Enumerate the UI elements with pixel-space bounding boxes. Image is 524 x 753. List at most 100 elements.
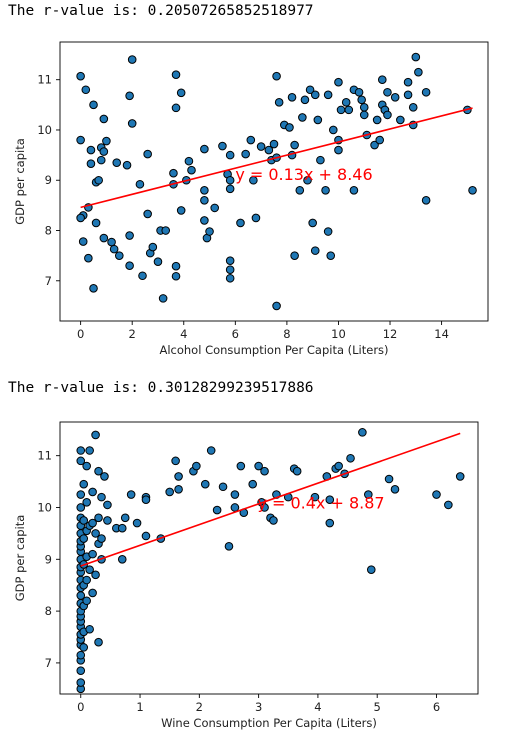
data-point (224, 542, 234, 551)
data-point (88, 549, 97, 559)
x-tick-label: 6 (232, 327, 239, 341)
data-point (86, 145, 96, 155)
data-point (161, 226, 171, 235)
data-point (357, 95, 366, 105)
data-point (82, 575, 91, 585)
data-point (76, 503, 86, 512)
data-point (174, 472, 183, 481)
data-point (264, 145, 274, 155)
data-point (99, 233, 109, 243)
data-point (153, 257, 163, 266)
data-point (468, 185, 477, 195)
data-point (76, 71, 85, 81)
x-tick-label: 1 (136, 700, 143, 714)
data-point (76, 135, 85, 145)
data-point (82, 498, 91, 507)
data-point (384, 474, 394, 484)
data-point (187, 165, 196, 175)
data-point (169, 168, 178, 178)
x-tick-label: 14 (434, 327, 449, 341)
data-point (305, 85, 315, 95)
data-point (210, 203, 219, 213)
data-point (403, 90, 413, 100)
x-axis-label: Wine Consumption Per Capita (Liters) (161, 716, 377, 730)
data-point (192, 461, 201, 471)
data-point (88, 518, 97, 528)
data-point (260, 503, 269, 512)
y-tick-label: 8 (45, 604, 52, 618)
data-point (272, 301, 281, 311)
data-point (310, 492, 320, 502)
data-point (383, 110, 392, 120)
data-point (103, 516, 112, 525)
data-point (372, 115, 382, 125)
data-point (346, 453, 355, 463)
plot-frame (59, 41, 489, 322)
data-point (370, 140, 379, 150)
x-tick-label: 8 (283, 327, 290, 341)
x-tick-label: 5 (374, 700, 381, 714)
data-point (287, 92, 297, 102)
data-point (127, 119, 137, 128)
data-point (455, 472, 465, 481)
data-point (225, 273, 235, 283)
data-point (358, 428, 367, 437)
data-point (334, 145, 343, 155)
data-point (274, 98, 284, 107)
data-point (377, 75, 387, 85)
data-point (421, 196, 431, 205)
data-point (120, 513, 130, 523)
data-point (126, 490, 136, 499)
x-tick-label: 6 (433, 700, 440, 714)
data-point (225, 184, 235, 194)
data-point (138, 271, 147, 281)
data-point (295, 185, 305, 195)
data-point (91, 529, 100, 538)
data-point (414, 67, 423, 77)
data-point (326, 251, 336, 260)
data-point (254, 461, 263, 471)
data-point (383, 87, 392, 97)
data-point (285, 123, 294, 132)
data-point (76, 490, 86, 499)
data-point (206, 446, 216, 455)
data-point (251, 213, 261, 223)
data-point (403, 77, 413, 87)
data-point (408, 103, 418, 112)
data-point (292, 466, 302, 476)
data-point (349, 185, 359, 195)
data-point (184, 156, 194, 166)
data-point (325, 495, 335, 505)
data-point (79, 516, 89, 525)
x-tick-label: 3 (255, 700, 262, 714)
data-point (323, 227, 333, 236)
data-point (103, 500, 112, 510)
data-point (269, 139, 279, 149)
data-point (81, 85, 91, 95)
data-point (366, 565, 376, 574)
data-point (241, 149, 250, 159)
data-point (171, 456, 180, 466)
data-point (334, 77, 343, 87)
data-point (117, 523, 127, 533)
data-point (96, 155, 106, 165)
data-point (158, 294, 168, 303)
data-point (132, 518, 142, 528)
x-tick-label: 12 (383, 327, 398, 341)
data-point (308, 218, 317, 228)
data-point (290, 251, 299, 260)
data-point (97, 534, 106, 543)
data-point (91, 218, 101, 228)
data-point (135, 179, 145, 189)
data-point (94, 175, 103, 185)
regression-line (80, 432, 461, 567)
data-point (86, 159, 96, 168)
y-tick-label: 7 (45, 274, 52, 288)
data-point (200, 216, 209, 225)
data-point (354, 87, 364, 97)
data-point (85, 565, 94, 574)
x-tick-label: 0 (77, 700, 84, 714)
data-point (200, 479, 210, 489)
data-point (236, 461, 246, 471)
data-point (148, 242, 158, 252)
